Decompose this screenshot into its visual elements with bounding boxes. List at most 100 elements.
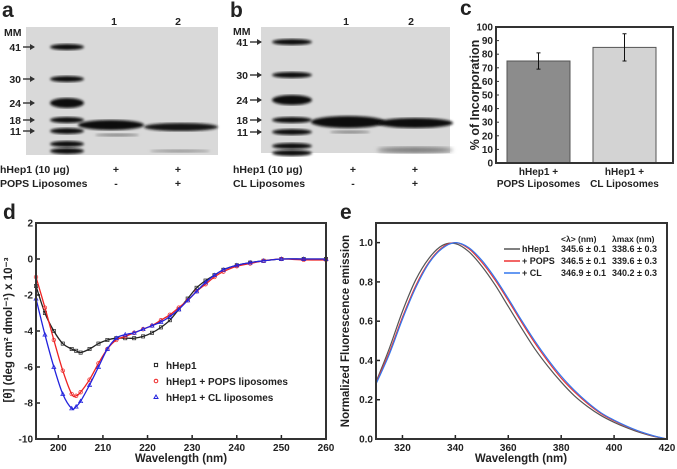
panel-label-e: e: [340, 201, 352, 224]
ladder-band: [50, 44, 84, 50]
data-point: [278, 256, 284, 261]
data-point: [78, 398, 84, 404]
protein-band: [311, 116, 385, 128]
marker-label-41: 41: [9, 42, 21, 54]
data-point: [87, 347, 92, 351]
panel-label-d: d: [3, 201, 16, 224]
x-tick-label: 210: [95, 443, 112, 454]
x-axis-label: Wavelength (nm): [475, 453, 567, 465]
ladder-band: [272, 129, 312, 135]
y-tick-label: 50: [482, 91, 494, 102]
data-point: [69, 347, 74, 351]
arrow-head-icon: [30, 117, 35, 123]
y-tick-label: 70: [482, 63, 494, 74]
marker-label-11: 11: [237, 127, 248, 139]
data-point: [149, 322, 155, 328]
data-point: [158, 325, 163, 330]
plot-frame: [375, 222, 668, 440]
data-point: [176, 306, 182, 312]
data-point: [60, 341, 65, 346]
row-label-hhep1: hHep1 (10 μg): [0, 164, 69, 176]
legend-marker-triangle-icon: [153, 393, 159, 399]
lane-number-1: 1: [111, 16, 117, 28]
ladder-band: [50, 128, 84, 134]
legend-marker-circle-icon: [153, 378, 159, 384]
legend-label: hHep1 + POPS liposomes: [166, 377, 288, 388]
legend-max-value: 340.2 ± 0.3: [612, 268, 657, 278]
marker-label-41: 41: [236, 37, 248, 49]
data-point: [60, 368, 65, 373]
panel-c: c % of Incorporation 0 10 20 30 40 50 60 70 80 90…: [460, 0, 674, 190]
data-point: [69, 405, 75, 411]
series-line: [35, 258, 327, 398]
y-tick-label: 0: [487, 159, 493, 170]
data-point: [78, 350, 83, 355]
legend-label: + POPS: [522, 256, 555, 266]
data-point: [42, 331, 48, 337]
marker-label-30: 30: [236, 70, 248, 82]
data-point: [247, 259, 253, 265]
ladder-band: [272, 143, 312, 149]
legend-mean-value: 346.5 ± 0.1: [561, 256, 606, 266]
y-tick-label: 0: [27, 255, 33, 266]
data-point: [158, 319, 164, 324]
row-value: -: [351, 178, 355, 190]
mm-label: MM: [4, 27, 22, 39]
legend-label: + CL: [522, 268, 542, 278]
y-tick-label: -4: [24, 327, 33, 338]
legend-header-mean: <λ> (nm): [561, 234, 597, 244]
x-tick-label: 360: [500, 443, 517, 454]
plot-frame: [35, 222, 327, 440]
y-tick-label: 0.8: [359, 277, 373, 288]
marker-label-24: 24: [9, 98, 21, 110]
data-point: [73, 403, 79, 409]
data-point: [150, 330, 154, 335]
x-tick-label: POPS Liposomes: [497, 179, 581, 190]
data-point: [185, 297, 191, 303]
data-point: [95, 364, 102, 369]
protein-band: [377, 147, 453, 153]
y-tick-label: 0.0: [359, 435, 373, 446]
ladder-band: [50, 141, 84, 147]
gel-bands-a: [50, 44, 218, 154]
row-value: +: [412, 178, 418, 190]
y-tick-label: 2: [27, 219, 33, 230]
legend-max-value: 339.6 ± 0.3: [612, 256, 657, 266]
y-tick-label: 100: [476, 23, 493, 34]
legend-label: hHep1: [522, 244, 550, 254]
gel-bands-b: [272, 39, 453, 156]
x-tick-label: 340: [447, 443, 464, 454]
data-point: [87, 377, 92, 382]
data-point: [167, 313, 173, 319]
panel-d: d Wavelength (nm) [θ] (deg cm² dmol⁻¹) x…: [3, 201, 335, 465]
data-point: [260, 258, 267, 263]
series-line: [375, 242, 668, 440]
arrow-head-icon: [30, 44, 35, 50]
data-point: [74, 393, 79, 398]
panel-label-c: c: [460, 0, 472, 20]
y-tick-label: 90: [482, 36, 494, 47]
marker-label-18: 18: [9, 115, 21, 127]
ladder-band: [272, 117, 312, 123]
panel-e: e Wavelength (nm) Normalized Fluorescenc…: [340, 201, 676, 465]
row-value: +: [113, 164, 119, 176]
row-value: +: [175, 178, 181, 190]
y-tick-label: -6: [24, 363, 33, 374]
ladder-band: [50, 76, 84, 82]
lane-number-2: 2: [408, 16, 414, 28]
ladder-band: [272, 95, 312, 105]
protein-band: [78, 120, 144, 130]
ladder-band: [50, 98, 84, 108]
data-point: [167, 318, 172, 323]
x-tick-label: 240: [228, 443, 245, 454]
data-point: [220, 267, 226, 272]
x-axis-label: Wavelength (nm): [135, 453, 227, 465]
series-line: [375, 242, 668, 440]
data-point: [140, 326, 146, 332]
x-tick-label: 400: [606, 443, 623, 454]
marker-label-11: 11: [10, 126, 21, 138]
legend-header-max: λmax (nm): [612, 234, 655, 244]
